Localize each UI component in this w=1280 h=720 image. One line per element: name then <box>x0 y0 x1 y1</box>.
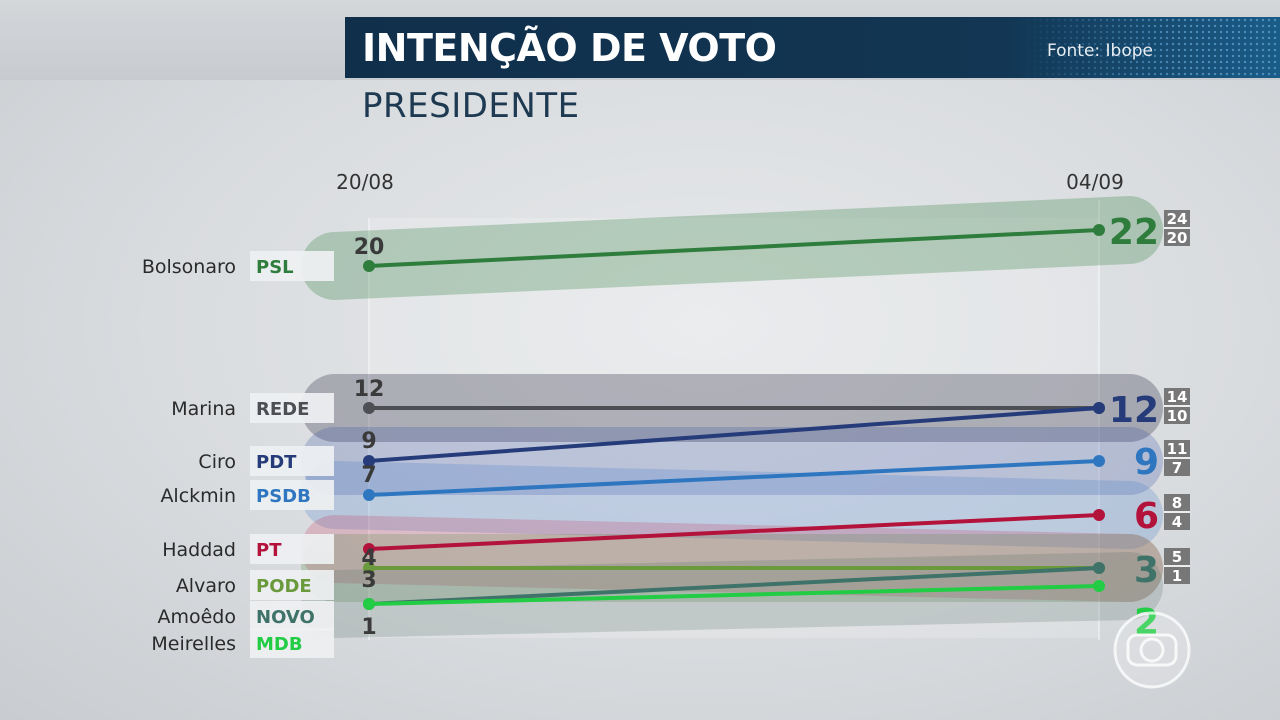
range-low-label: 10 <box>1167 407 1188 425</box>
series-point <box>1093 455 1105 467</box>
party-box <box>250 480 334 510</box>
party-box <box>250 446 334 476</box>
range-high-label: 11 <box>1167 440 1188 458</box>
start-value-label: 7 <box>361 463 376 488</box>
range-low-label: 20 <box>1167 229 1188 247</box>
chart-subtitle: PRESIDENTE <box>362 86 580 126</box>
series-point <box>363 489 375 501</box>
x-tick-label: 20/08 <box>336 170 394 194</box>
range-box-low <box>1164 459 1190 476</box>
party-label: PSDB <box>256 486 311 507</box>
series-line <box>368 228 1100 268</box>
series-point <box>1093 224 1105 236</box>
start-value-label: 12 <box>354 377 385 402</box>
source-label: Fonte: Ibope <box>1046 41 1153 61</box>
candidate-name: Meirelles <box>151 633 236 655</box>
party-label: PT <box>256 540 282 561</box>
party-box <box>250 601 334 631</box>
range-box-low <box>1164 407 1190 424</box>
party-box <box>250 251 334 281</box>
party-box <box>250 393 334 423</box>
range-high-label: 24 <box>1167 210 1188 228</box>
end-value-label: 12 <box>1109 390 1159 431</box>
party-label: MDB <box>256 634 303 655</box>
range-box-high <box>1164 210 1190 227</box>
range-box-high <box>1164 548 1190 565</box>
title-bar-pattern <box>1020 17 1280 78</box>
range-low-label: 1 <box>1172 567 1182 585</box>
party-label: PSL <box>256 257 294 278</box>
range-low-label: 7 <box>1172 459 1182 477</box>
candidate-name: Alvaro <box>176 575 236 597</box>
series-point <box>363 455 375 467</box>
range-high-label: 5 <box>1172 548 1182 566</box>
x-tick-label: 04/09 <box>1066 170 1124 194</box>
party-label: PODE <box>256 576 312 597</box>
chart-title: INTENÇÃO DE VOTO <box>362 26 777 70</box>
party-box <box>250 570 334 600</box>
range-band <box>301 461 1163 549</box>
range-high-label: 8 <box>1172 494 1182 512</box>
range-box-low <box>1164 567 1190 584</box>
range-high-label: 14 <box>1167 388 1188 406</box>
range-box-high <box>1164 440 1190 457</box>
range-box-low <box>1164 229 1190 246</box>
candidate-name: Marina <box>171 398 236 420</box>
series-point <box>363 402 375 414</box>
range-box-high <box>1164 494 1190 511</box>
candidate-name: Haddad <box>162 539 236 561</box>
series-line <box>368 513 1100 551</box>
end-value-label: 9 <box>1134 442 1159 483</box>
series-point <box>363 562 375 574</box>
candidate-name: Bolsonaro <box>142 256 236 278</box>
start-value-label: 4 <box>361 546 376 571</box>
series-point <box>363 543 375 555</box>
candidate-name: Amoêdo <box>157 606 236 628</box>
end-value-label: 6 <box>1134 496 1159 537</box>
series-point <box>363 260 375 272</box>
series-point <box>1093 509 1105 521</box>
start-value-label: 1 <box>361 615 376 640</box>
series-point <box>363 598 375 610</box>
end-value-label: 3 <box>1134 550 1159 591</box>
candidate-name: Ciro <box>198 451 236 473</box>
start-value-label: 3 <box>361 568 376 593</box>
series-point <box>1093 580 1105 592</box>
globo-logo <box>1113 611 1191 689</box>
range-band <box>301 515 1163 602</box>
range-box-low <box>1164 513 1190 530</box>
range-low-label: 4 <box>1172 513 1182 531</box>
series-line <box>368 406 1100 463</box>
start-value-label: 9 <box>361 429 376 454</box>
series-line <box>368 584 1100 606</box>
party-label: REDE <box>256 399 309 420</box>
range-band <box>301 427 1163 495</box>
party-box <box>250 628 334 658</box>
series-line <box>368 566 1100 606</box>
series-point <box>1093 562 1105 574</box>
series-point <box>1093 402 1105 414</box>
range-box-high <box>1164 388 1190 405</box>
party-label: NOVO <box>256 607 315 628</box>
party-label: PDT <box>256 452 297 473</box>
series-line <box>368 459 1100 497</box>
party-box <box>250 534 334 564</box>
start-value-label: 20 <box>354 235 385 260</box>
candidate-name: Alckmin <box>160 485 236 507</box>
title-bar: INTENÇÃO DE VOTO Fonte: Ibope <box>345 17 1280 78</box>
end-value-label: 22 <box>1109 212 1159 253</box>
